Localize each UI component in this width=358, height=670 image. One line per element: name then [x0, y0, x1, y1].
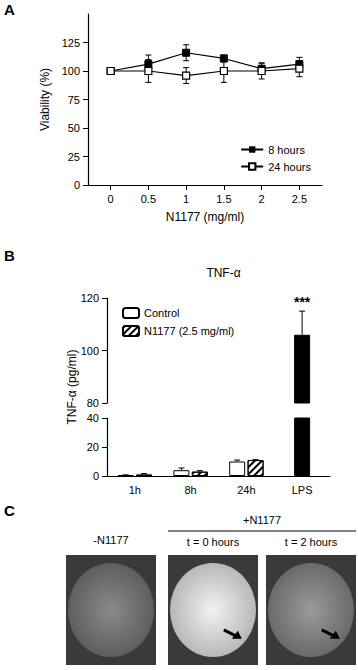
svg-text:t = 2 hours: t = 2 hours — [285, 536, 338, 548]
svg-text:120: 120 — [81, 292, 99, 304]
svg-text:100: 100 — [81, 345, 99, 357]
svg-text:LPS: LPS — [292, 484, 313, 496]
svg-text:1.5: 1.5 — [216, 193, 231, 205]
svg-text:Viability (%): Viability (%) — [38, 68, 52, 131]
svg-text:40: 40 — [87, 412, 99, 424]
svg-text:75: 75 — [68, 94, 80, 106]
svg-text:A: A — [4, 1, 15, 18]
svg-text:Control: Control — [144, 307, 179, 319]
svg-text:2.5: 2.5 — [292, 193, 307, 205]
svg-text:24 hours: 24 hours — [268, 161, 311, 173]
svg-text:TNF-α: TNF-α — [206, 266, 240, 280]
svg-text:C: C — [4, 502, 15, 519]
svg-text:+N1177: +N1177 — [243, 514, 281, 526]
svg-text:0: 0 — [108, 193, 114, 205]
svg-text:8h: 8h — [185, 484, 197, 496]
svg-text:80: 80 — [87, 397, 99, 409]
svg-text:0.5: 0.5 — [141, 193, 156, 205]
svg-text:50: 50 — [68, 122, 80, 134]
svg-text:1h: 1h — [129, 484, 141, 496]
svg-text:2: 2 — [259, 193, 265, 205]
svg-text:24h: 24h — [237, 484, 255, 496]
svg-text:100: 100 — [62, 65, 80, 77]
svg-text:0: 0 — [93, 470, 99, 482]
svg-text:***: *** — [294, 294, 311, 310]
svg-text:8 hours: 8 hours — [268, 144, 305, 156]
svg-text:25: 25 — [68, 151, 80, 163]
svg-text:125: 125 — [62, 37, 80, 49]
svg-text:N1177 (mg/ml): N1177 (mg/ml) — [166, 210, 244, 224]
svg-text:20: 20 — [87, 441, 99, 453]
svg-text:0: 0 — [74, 179, 80, 191]
svg-text:t = 0 hours: t = 0 hours — [187, 536, 240, 548]
svg-text:TNF-α (pg/ml): TNF-α (pg/ml) — [65, 350, 79, 425]
svg-text:1: 1 — [183, 193, 189, 205]
svg-text:N1177 (2.5 mg/ml): N1177 (2.5 mg/ml) — [144, 325, 234, 337]
svg-text:-N1177: -N1177 — [93, 534, 128, 546]
svg-text:B: B — [4, 247, 15, 264]
